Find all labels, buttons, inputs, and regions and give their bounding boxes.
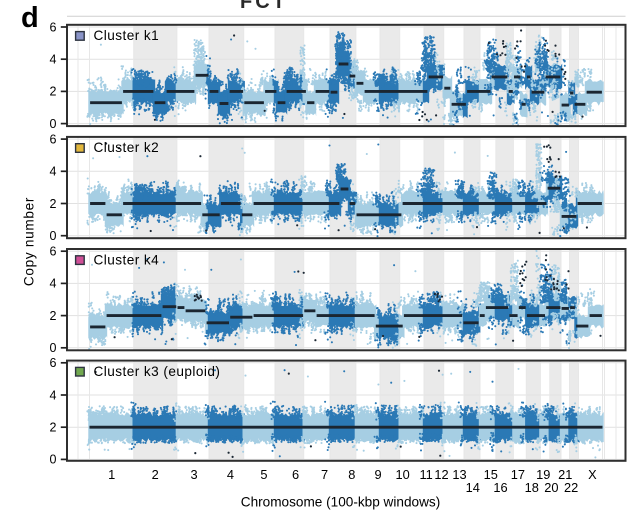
- svg-text:4: 4: [50, 53, 57, 67]
- svg-text:11: 11: [419, 467, 432, 482]
- svg-text:4: 4: [227, 467, 234, 482]
- svg-text:0: 0: [50, 341, 57, 355]
- svg-text:d: d: [21, 2, 39, 34]
- svg-text:18: 18: [525, 480, 539, 495]
- svg-text:20: 20: [544, 480, 558, 495]
- svg-text:Cluster k4: Cluster k4: [94, 252, 160, 267]
- svg-text:Copy number: Copy number: [22, 197, 37, 286]
- svg-text:X: X: [588, 467, 597, 482]
- svg-text:14: 14: [466, 480, 480, 495]
- svg-text:0: 0: [50, 117, 57, 131]
- svg-text:3: 3: [191, 467, 198, 482]
- svg-text:5: 5: [260, 467, 267, 482]
- svg-text:6: 6: [50, 132, 57, 146]
- svg-text:4: 4: [50, 165, 57, 179]
- svg-text:Cluster k3 (euploid): Cluster k3 (euploid): [94, 364, 221, 379]
- svg-text:10: 10: [395, 467, 409, 482]
- svg-text:6: 6: [292, 467, 299, 482]
- svg-text:0: 0: [50, 453, 57, 467]
- svg-text:6: 6: [50, 245, 57, 259]
- svg-text:9: 9: [375, 467, 382, 482]
- svg-text:6: 6: [50, 356, 57, 370]
- svg-text:6: 6: [50, 20, 57, 34]
- svg-text:4: 4: [50, 388, 57, 402]
- svg-text:17: 17: [511, 467, 525, 482]
- svg-text:2: 2: [50, 197, 57, 211]
- svg-text:21: 21: [558, 467, 572, 482]
- svg-text:15: 15: [484, 467, 498, 482]
- svg-text:2: 2: [50, 309, 57, 323]
- svg-text:2: 2: [152, 467, 159, 482]
- svg-text:2: 2: [50, 421, 57, 435]
- svg-text:19: 19: [536, 467, 550, 482]
- svg-text:8: 8: [348, 467, 355, 482]
- svg-text:Chromosome (100-kbp windows): Chromosome (100-kbp windows): [241, 495, 440, 510]
- svg-text:Cluster k1: Cluster k1: [94, 28, 160, 43]
- svg-text:0: 0: [50, 229, 57, 243]
- svg-text:12: 12: [434, 467, 448, 482]
- svg-text:Cluster k2: Cluster k2: [94, 140, 160, 155]
- svg-text:2: 2: [50, 85, 57, 99]
- svg-text:7: 7: [321, 467, 328, 482]
- svg-text:4: 4: [50, 277, 57, 291]
- svg-text:13: 13: [452, 467, 466, 482]
- svg-text:22: 22: [564, 480, 578, 495]
- svg-text:1: 1: [108, 467, 115, 482]
- svg-text:16: 16: [493, 480, 507, 495]
